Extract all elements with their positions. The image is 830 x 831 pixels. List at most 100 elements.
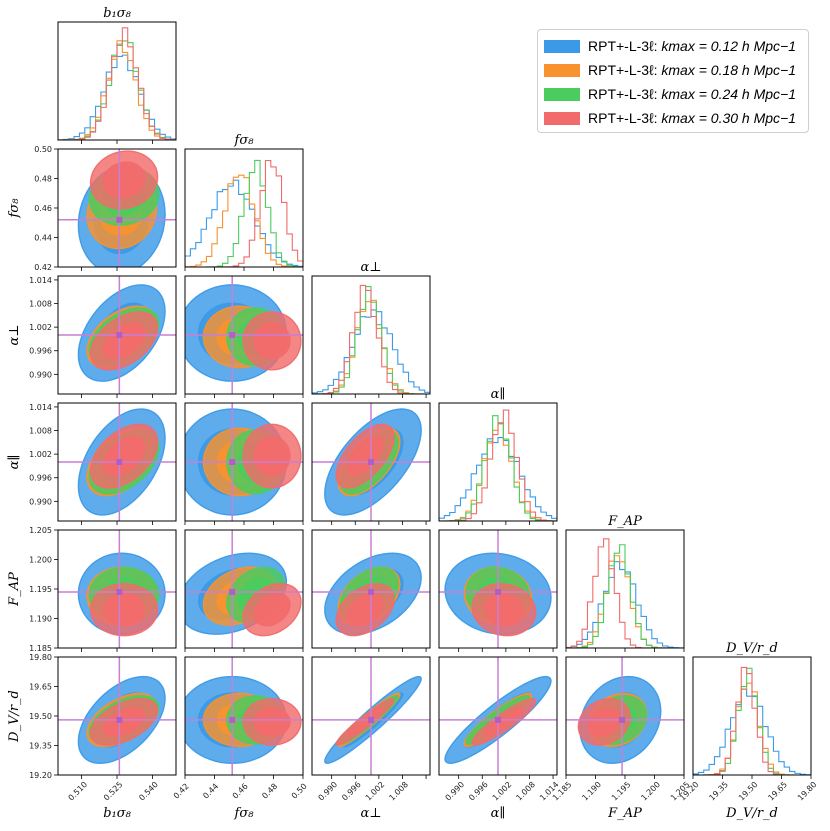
- contour-3-inner: [102, 161, 146, 199]
- panel-b1s8-FAP: [54, 529, 177, 652]
- truth-marker: [495, 588, 501, 595]
- histogram-0: [439, 437, 557, 521]
- truth-marker: [116, 716, 123, 723]
- y-tick-label: 1.200: [29, 556, 52, 565]
- y-tick-label: 19.50: [29, 712, 52, 721]
- panel-aperp-apar: [311, 402, 431, 525]
- y-axis-label-FAP: F_AP: [7, 572, 22, 607]
- x-tick-label: 0.540: [137, 780, 160, 803]
- truth-marker: [368, 588, 374, 595]
- x-tick-label: 0.525: [102, 780, 125, 803]
- panel-content: [58, 403, 176, 521]
- x-tick-label: 1.002: [364, 780, 387, 803]
- x-tick-label: 0.996: [467, 780, 490, 803]
- x-tick-label: 0.44: [201, 782, 220, 801]
- panel-content: [185, 159, 303, 267]
- diagonal-title-aperp: α⊥: [360, 260, 381, 275]
- x-tick-label: 19.80: [796, 780, 819, 803]
- x-axis-label-aperp: α⊥: [360, 806, 381, 821]
- truth-marker: [116, 216, 123, 223]
- y-tick-label: 0.44: [34, 234, 52, 243]
- legend: RPT+-L-3ℓ: kmax = 0.12 h Mpc−1 RPT+-L-3ℓ…: [537, 29, 809, 133]
- panel-frame: [311, 529, 431, 649]
- x-tick-label: 1.008: [387, 780, 410, 803]
- panel-aperp-FAP: [311, 529, 431, 652]
- contour-3-inner: [253, 435, 291, 477]
- histogram-0: [312, 309, 430, 394]
- panel-frame: [311, 402, 431, 522]
- y-tick-label: 0.996: [29, 347, 52, 356]
- y-tick-label: 0.996: [29, 474, 52, 483]
- panel-aperp-DVrd: [311, 656, 431, 779]
- y-tick-label: 19.20: [29, 771, 52, 780]
- x-axis-label-fs8: fσ₈: [234, 806, 255, 821]
- diagonal-title-DVrd: D_V/r_d: [725, 641, 778, 656]
- panel-content: [566, 538, 684, 648]
- x-tick-label: 0.996: [340, 780, 363, 803]
- contour-3-inner: [253, 706, 291, 737]
- x-tick-label: 0.46: [231, 782, 250, 801]
- histogram-2: [439, 415, 557, 521]
- panel-fs8-FAP: [184, 529, 304, 652]
- panel-FAP-DVrd: [565, 656, 685, 779]
- panel-content: [439, 409, 557, 521]
- truth-marker: [116, 459, 123, 465]
- panel-FAP-FAP: [565, 529, 685, 652]
- x-tick-label: 0.990: [444, 780, 467, 803]
- panel-content: [185, 276, 303, 394]
- panel-b1s8-aperp: [54, 275, 177, 398]
- contour-3-inner: [587, 706, 622, 737]
- legend-swatch: [544, 39, 580, 53]
- legend-item: RPT+-L-3ℓ: kmax = 0.24 h Mpc−1: [538, 82, 808, 106]
- truth-marker: [495, 716, 501, 723]
- panel-aperp-aperp: [311, 275, 431, 398]
- y-tick-label: 1.002: [29, 323, 52, 332]
- diagonal-title-FAP: F_AP: [607, 514, 642, 529]
- x-axis-label-DVrd: D_V/r_d: [725, 806, 778, 821]
- panel-content: [58, 657, 176, 775]
- truth-marker: [116, 588, 123, 595]
- panel-content: [185, 657, 303, 775]
- contour-3-inner: [346, 592, 384, 627]
- x-tick-label: 1.190: [580, 780, 603, 803]
- y-tick-label: 1.195: [29, 585, 52, 594]
- x-tick-label: 0.50: [290, 782, 309, 801]
- panel-DVrd-DVrd: [692, 656, 812, 779]
- panel-content: [439, 657, 557, 775]
- x-tick-label: 19.50: [737, 780, 760, 803]
- panel-b1s8-apar: [54, 402, 177, 525]
- diagonal-title-fs8: fσ₈: [234, 133, 255, 148]
- histogram-3: [312, 284, 430, 394]
- diagonal-title-apar: α∥: [491, 387, 506, 402]
- x-tick-label: 19.35: [707, 780, 730, 803]
- panel-apar-apar: [438, 402, 558, 525]
- legend-swatch: [544, 87, 580, 101]
- y-tick-label: 0.990: [29, 370, 52, 379]
- contour-3-inner: [253, 322, 291, 360]
- panel-content: [185, 530, 303, 648]
- histogram-3: [58, 27, 176, 140]
- x-axis-label-apar: α∥: [491, 806, 506, 821]
- y-tick-label: 0.46: [34, 204, 52, 213]
- x-tick-label: 19.65: [766, 780, 789, 803]
- histogram-3: [693, 666, 811, 775]
- panel-fs8-DVrd: [184, 656, 304, 779]
- legend-label: RPT+-L-3ℓ: kmax = 0.12 h Mpc−1: [588, 38, 797, 54]
- panel-frame: [438, 402, 558, 522]
- y-tick-label: 0.50: [34, 145, 52, 154]
- y-axis-label-apar: α∥: [7, 455, 22, 470]
- panel-frame: [311, 275, 431, 395]
- y-tick-label: 1.185: [29, 644, 52, 653]
- truth-marker: [229, 716, 236, 723]
- legend-item: RPT+-L-3ℓ: kmax = 0.12 h Mpc−1: [538, 34, 808, 58]
- x-tick-label: 0.48: [260, 782, 279, 801]
- y-tick-label: 0.990: [29, 497, 52, 506]
- legend-label: RPT+-L-3ℓ: kmax = 0.30 h Mpc−1: [588, 110, 797, 126]
- panel-b1s8-fs8: [54, 148, 177, 271]
- panel-b1s8-b1s8: [57, 21, 177, 144]
- x-tick-label: 0.510: [67, 780, 90, 803]
- diagonal-title-b1s8: b₁σ₈: [103, 6, 131, 21]
- truth-marker: [619, 716, 626, 723]
- histogram-3: [439, 409, 557, 521]
